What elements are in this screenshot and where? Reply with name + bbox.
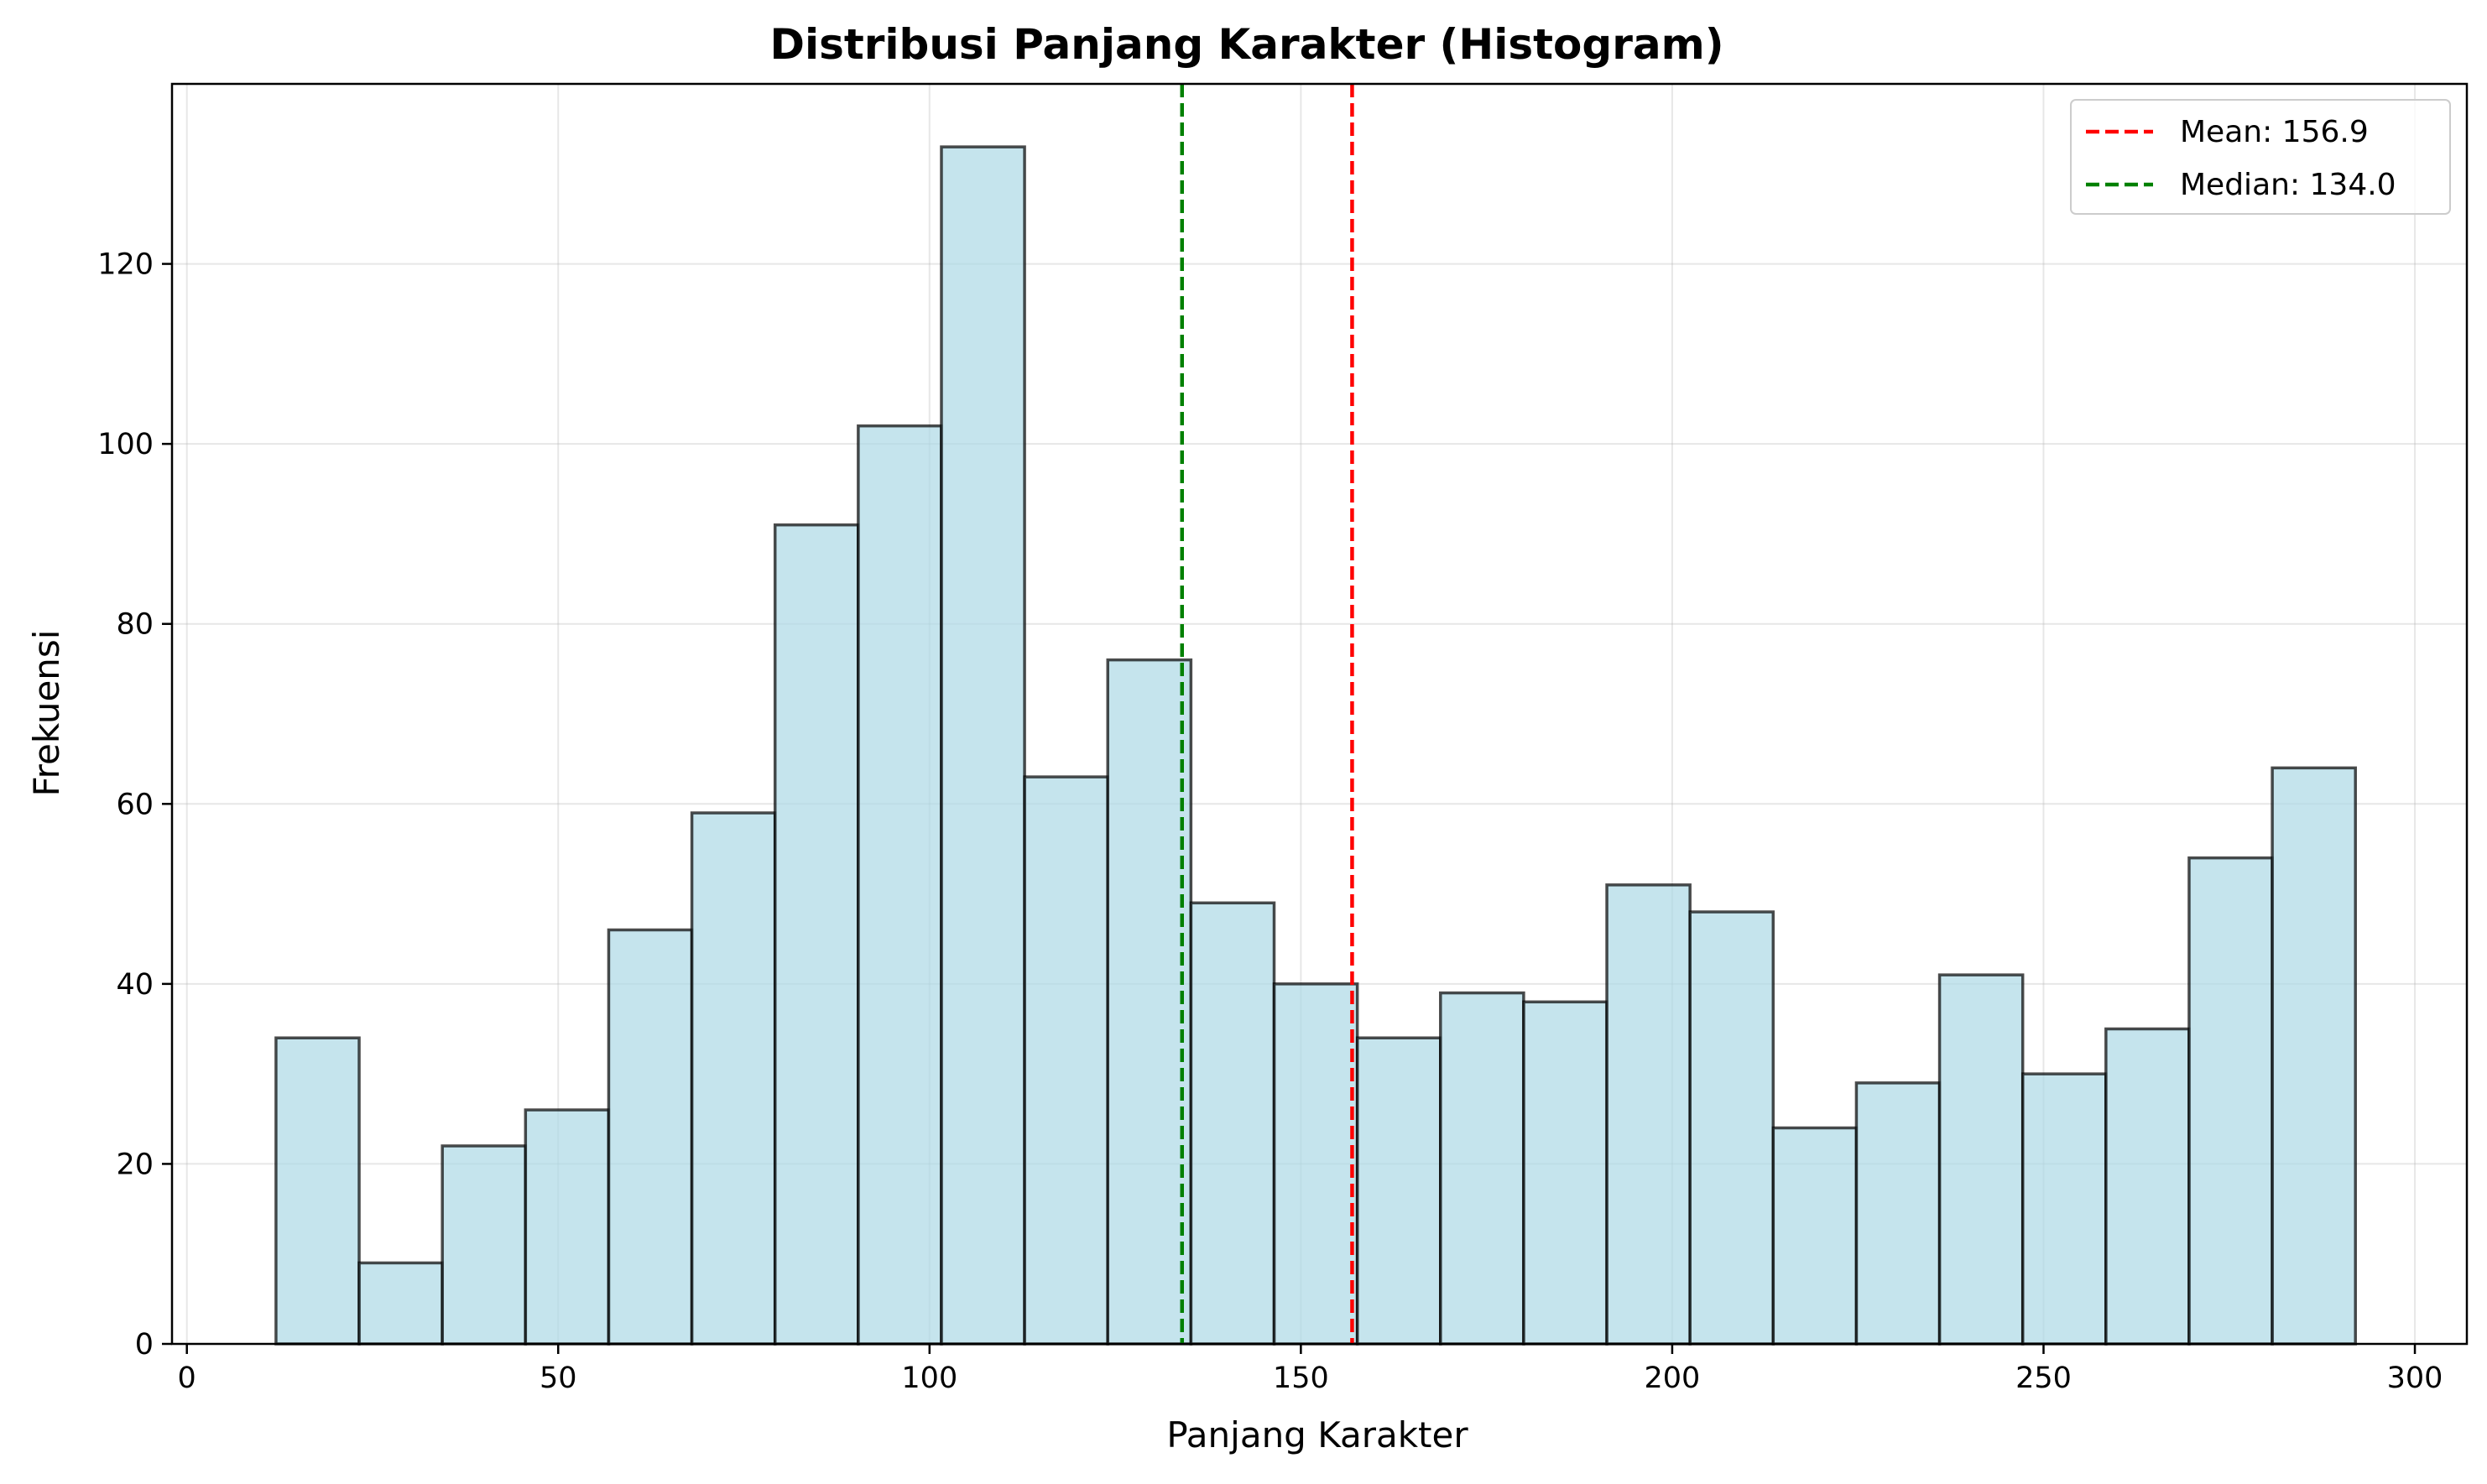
y-axis-ticks: 0 20 40 60 80 100 120 — [97, 248, 172, 1362]
histogram-bars — [274, 145, 2357, 1346]
legend: Mean: 156.9 Median: 134.0 — [2070, 99, 2451, 215]
x-tick-label: 300 — [2387, 1362, 2443, 1395]
histogram-bar — [1937, 973, 2025, 1346]
x-axis-label: Panjang Karakter — [1166, 1414, 1468, 1455]
histogram-bar — [1688, 910, 1775, 1346]
legend-entry-label: Mean: 156.9 — [2180, 115, 2369, 149]
x-tick-label: 150 — [1273, 1362, 1329, 1395]
reference-lines — [1180, 84, 1354, 1344]
x-axis-ticks: 0 50 100 150 200 250 300 — [178, 1344, 2443, 1395]
histogram-bar — [1605, 883, 1692, 1346]
plot-frame — [170, 82, 2469, 1346]
histogram-bar — [274, 1036, 361, 1346]
grid-lines — [172, 84, 2467, 1345]
histogram-bar — [607, 928, 694, 1346]
histogram-bar — [357, 1261, 444, 1346]
histogram-bar — [1106, 658, 1193, 1346]
histogram-bar — [2020, 1072, 2108, 1346]
histogram-bar — [773, 523, 860, 1346]
histogram-bar — [1023, 775, 1109, 1346]
legend-box — [2070, 99, 2451, 215]
histogram-bar — [690, 811, 777, 1346]
histogram-bar — [1189, 901, 1276, 1346]
histogram-bar — [1522, 1000, 1608, 1346]
legend-entry-label: Median: 134.0 — [2180, 168, 2396, 202]
x-tick-label: 50 — [540, 1362, 577, 1395]
histogram-bar — [1272, 982, 1359, 1346]
y-tick-label: 0 — [135, 1328, 154, 1362]
y-tick-label: 80 — [116, 608, 154, 642]
x-tick-label: 100 — [901, 1362, 957, 1395]
x-tick-label: 250 — [2015, 1362, 2072, 1395]
y-tick-label: 20 — [116, 1148, 154, 1181]
y-tick-label: 120 — [97, 248, 154, 282]
histogram-bar — [940, 145, 1026, 1346]
histogram-bar — [857, 424, 943, 1346]
histogram-bar — [2271, 766, 2357, 1346]
x-tick-label: 200 — [1645, 1362, 1701, 1395]
histogram-bar — [1355, 1036, 1442, 1346]
y-axis-label: Frekuensi — [26, 630, 67, 797]
y-tick-label: 100 — [97, 428, 154, 461]
histogram-bar — [1771, 1126, 1859, 1346]
histogram-bar — [2187, 856, 2274, 1346]
y-tick-label: 40 — [116, 968, 154, 1002]
chart-title: Distribusi Panjang Karakter (Histogram) — [769, 20, 1723, 69]
y-tick-label: 60 — [116, 788, 154, 821]
x-tick-label: 0 — [178, 1362, 196, 1395]
histogram-bar — [524, 1108, 611, 1346]
histogram-bar — [1439, 991, 1525, 1346]
histogram-bar — [1854, 1081, 1942, 1346]
histogram-bar — [2104, 1027, 2191, 1346]
histogram-bar — [441, 1144, 528, 1346]
